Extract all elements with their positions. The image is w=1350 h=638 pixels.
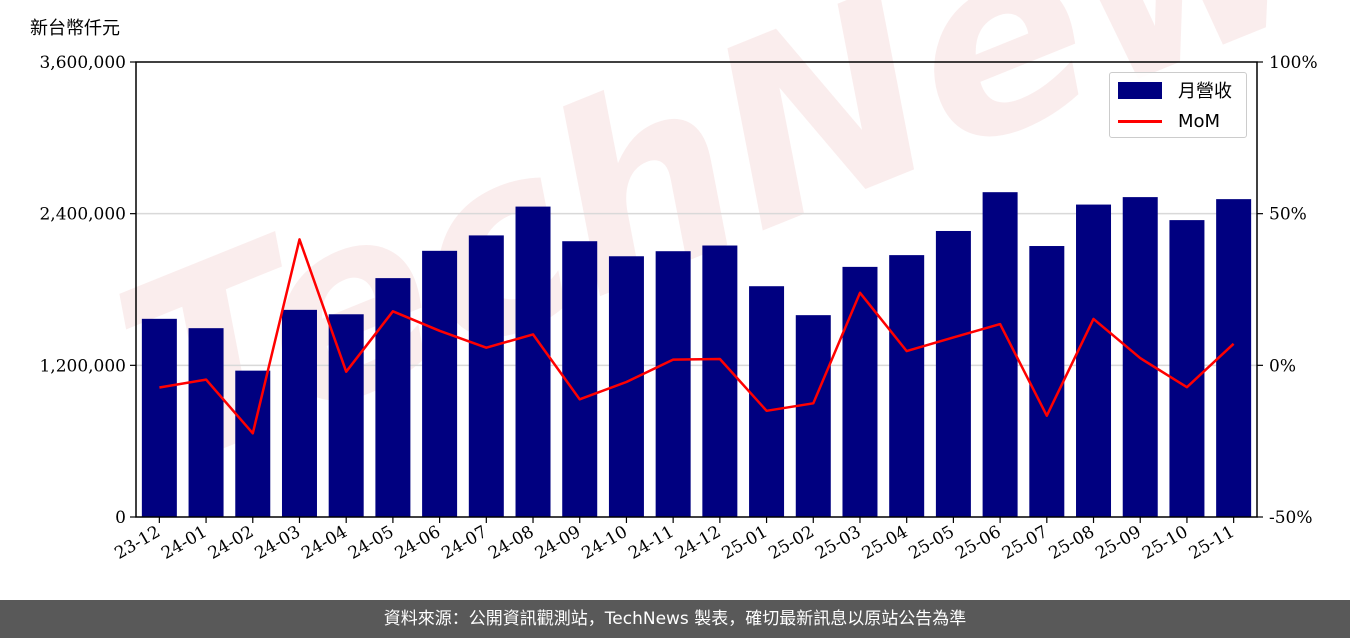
x-tick-label-24-06: 24-06	[392, 522, 444, 564]
bar-25-07	[1029, 246, 1065, 517]
x-tick-label-24-04: 24-04	[298, 522, 350, 564]
y-right-tick-label: 100%	[1269, 53, 1318, 73]
x-tick-label-24-10: 24-10	[578, 522, 630, 564]
right-y-axis-ticks: -50% 0% 50% 100%	[1257, 53, 1318, 528]
bar-25-11	[1216, 199, 1252, 517]
y-right-tick-label: -50%	[1269, 508, 1313, 528]
bar-24-09	[562, 241, 598, 517]
x-tick-label-25-05: 25-05	[905, 522, 957, 564]
bar-25-05	[935, 230, 971, 518]
y-left-tick-label: 3,600,000	[39, 53, 126, 73]
bar-24-08	[515, 206, 551, 518]
bar-25-08	[1076, 204, 1112, 518]
x-tick-label-25-01: 25-01	[719, 522, 771, 564]
bar-25-04	[889, 255, 925, 517]
bar-25-03	[842, 266, 878, 517]
x-axis-ticks: 23-1224-0124-0224-0324-0424-0524-0624-07…	[111, 517, 1238, 564]
left-y-axis-ticks: 0 1,200,000 2,400,000 3,600,000	[39, 53, 136, 528]
x-tick-label-25-04: 25-04	[859, 522, 911, 564]
x-tick-label-24-03: 24-03	[252, 522, 304, 564]
footer-source-note: 資料來源：公開資訊觀測站，TechNews 製表，確切最新訊息以原站公告為準	[0, 600, 1350, 638]
x-tick-label-25-06: 25-06	[952, 522, 1004, 564]
bar-25-06	[982, 192, 1018, 518]
bar-series	[141, 192, 1252, 518]
x-tick-label-24-12: 24-12	[672, 522, 724, 564]
x-tick-label-24-01: 24-01	[158, 522, 210, 564]
bar-25-01	[749, 286, 785, 517]
y-left-tick-label: 2,400,000	[39, 205, 126, 225]
x-tick-label-24-08: 24-08	[485, 522, 537, 564]
legend-label-revenue: 月營收	[1178, 81, 1232, 102]
bar-24-11	[655, 251, 691, 517]
y-right-tick-label: 0%	[1269, 356, 1296, 376]
legend: 月營收 MoM	[1109, 72, 1247, 138]
legend-item-revenue: 月營收	[1118, 78, 1232, 102]
mom-line-series	[159, 238, 1235, 435]
x-tick-label-24-11: 24-11	[625, 522, 677, 564]
y-left-tick-label: 1,200,000	[39, 356, 126, 376]
x-tick-label-24-02: 24-02	[205, 522, 257, 564]
x-tick-label-24-07: 24-07	[438, 522, 490, 564]
x-tick-label-25-09: 25-09	[1092, 522, 1144, 564]
x-tick-label-25-07: 25-07	[999, 522, 1051, 564]
legend-swatch-line	[1118, 119, 1162, 123]
x-tick-label-24-09: 24-09	[532, 522, 584, 564]
bar-24-01	[188, 328, 224, 517]
bar-24-06	[422, 250, 458, 517]
x-tick-label-25-02: 25-02	[765, 522, 817, 564]
y-right-tick-label: 50%	[1269, 205, 1307, 225]
bar-24-02	[235, 370, 271, 517]
y-axis-unit-label: 新台幣仟元	[30, 18, 120, 39]
bar-25-02	[795, 315, 831, 517]
x-tick-label-23-12: 23-12	[111, 522, 163, 564]
legend-label-mom: MoM	[1178, 110, 1221, 132]
bar-24-05	[375, 278, 411, 517]
x-tick-label-25-08: 25-08	[1046, 522, 1098, 564]
axes	[135, 61, 1258, 518]
bar-24-03	[281, 309, 317, 517]
bar-24-12	[702, 245, 738, 517]
x-tick-label-25-11: 25-11	[1186, 522, 1238, 564]
x-tick-label-24-05: 24-05	[345, 522, 397, 564]
bar-24-04	[328, 314, 364, 517]
bar-23-12	[141, 318, 177, 517]
plot-frame	[135, 61, 1258, 518]
legend-item-mom: MoM	[1118, 109, 1220, 133]
x-tick-label-25-03: 25-03	[812, 522, 864, 564]
x-tick-label-25-10: 25-10	[1139, 522, 1191, 564]
y-left-tick-label: 0	[115, 508, 126, 528]
bar-24-07	[468, 235, 504, 517]
bar-25-10	[1169, 220, 1205, 518]
mom-line	[159, 238, 1235, 435]
legend-swatch-bar	[1118, 81, 1162, 99]
